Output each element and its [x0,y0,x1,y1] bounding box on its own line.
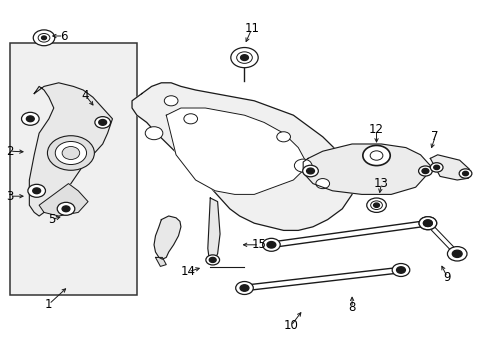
Circle shape [145,127,163,140]
Circle shape [230,48,258,68]
Circle shape [391,264,409,276]
Circle shape [57,202,75,215]
Circle shape [433,165,439,170]
Text: 11: 11 [244,22,259,35]
Circle shape [396,267,405,273]
Circle shape [26,116,34,122]
Text: 8: 8 [347,301,355,314]
Circle shape [236,52,252,63]
Circle shape [33,188,41,194]
Circle shape [164,96,178,106]
Circle shape [315,179,329,189]
Polygon shape [429,155,468,180]
Polygon shape [154,216,181,259]
Text: 4: 4 [81,89,89,102]
Circle shape [418,166,431,176]
Text: 6: 6 [60,30,67,42]
Circle shape [362,145,389,166]
Polygon shape [132,83,351,230]
Circle shape [451,250,461,257]
Polygon shape [29,83,112,216]
Circle shape [447,247,466,261]
Bar [10,43,137,295]
Circle shape [99,120,106,125]
Circle shape [423,220,431,226]
Circle shape [240,55,248,60]
Text: 3: 3 [6,190,14,203]
Polygon shape [303,144,429,194]
Text: 7: 7 [430,130,438,143]
Circle shape [62,206,70,212]
Text: 5: 5 [47,213,55,226]
Circle shape [266,242,275,248]
Polygon shape [155,257,166,266]
Text: 9: 9 [443,271,450,284]
Text: 2: 2 [6,145,14,158]
Circle shape [429,163,442,172]
Circle shape [205,255,219,265]
Circle shape [235,282,253,294]
Circle shape [240,285,248,291]
Circle shape [370,201,382,210]
Circle shape [294,159,311,172]
Circle shape [38,33,50,42]
Circle shape [458,169,471,178]
Circle shape [28,184,45,197]
Text: 10: 10 [283,319,298,332]
Circle shape [62,147,80,159]
Circle shape [47,136,94,170]
Circle shape [421,168,428,174]
Circle shape [366,198,386,212]
Circle shape [302,165,318,177]
Text: 1: 1 [45,298,53,311]
Text: 13: 13 [373,177,388,190]
Circle shape [423,220,431,226]
Circle shape [95,117,110,128]
Circle shape [262,238,280,251]
Circle shape [276,132,290,142]
Circle shape [306,168,314,174]
Circle shape [21,112,39,125]
Polygon shape [166,108,307,194]
Polygon shape [39,184,88,216]
Circle shape [33,30,55,46]
Circle shape [462,171,468,176]
Circle shape [41,36,46,40]
Circle shape [373,203,379,207]
Polygon shape [207,198,220,263]
Circle shape [418,217,436,230]
Circle shape [55,141,86,165]
Circle shape [209,257,216,262]
Text: 12: 12 [368,123,383,136]
Text: 15: 15 [251,238,266,251]
Text: 14: 14 [181,265,195,278]
Circle shape [418,217,436,230]
Circle shape [183,114,197,124]
Circle shape [369,151,382,160]
